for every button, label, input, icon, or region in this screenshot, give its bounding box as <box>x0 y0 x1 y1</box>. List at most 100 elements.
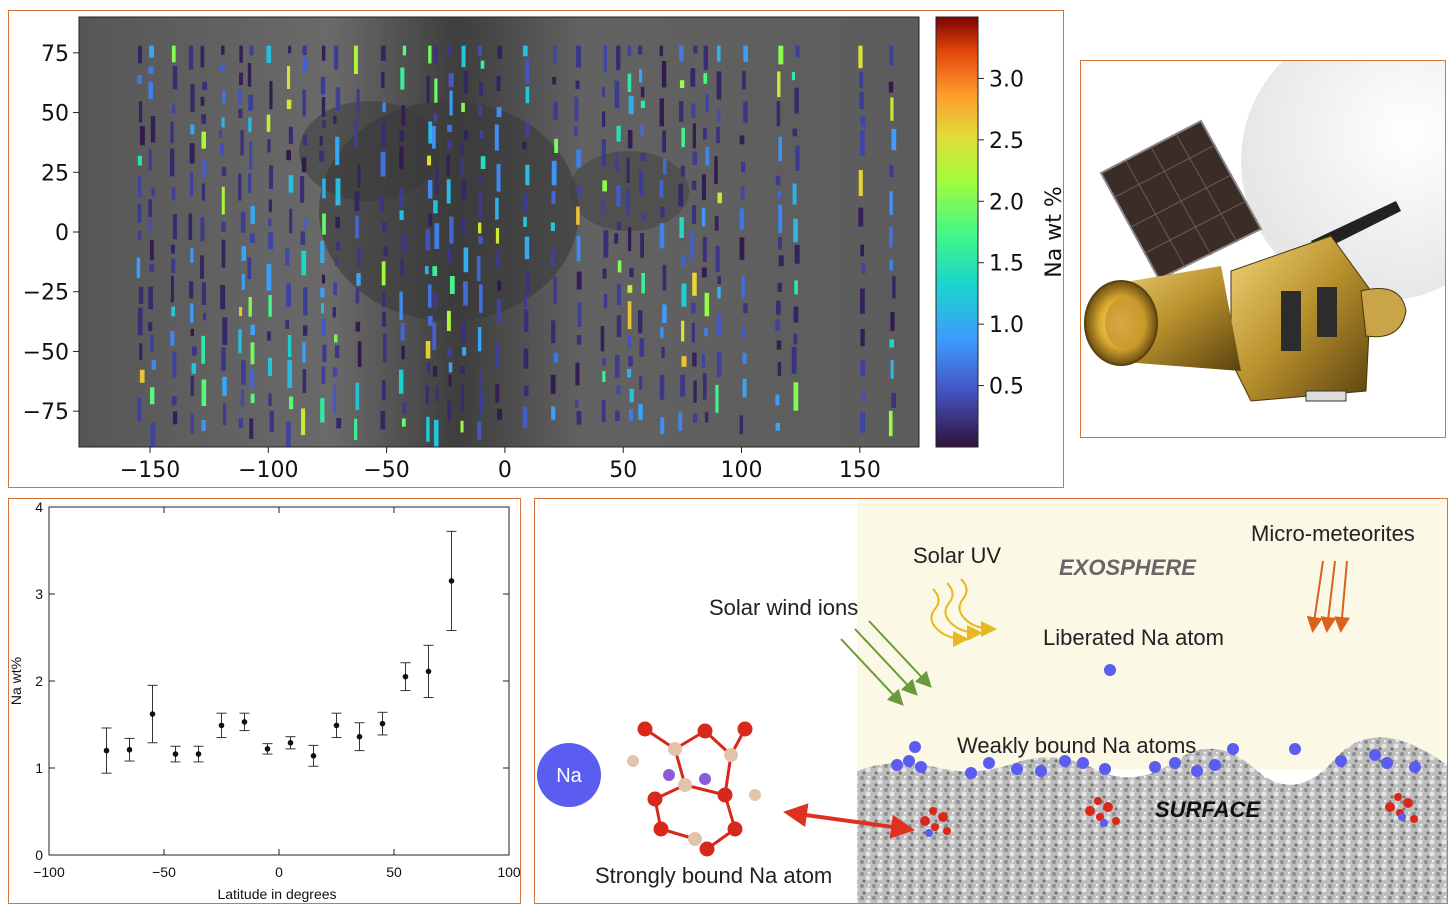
na-swath-segment <box>717 286 721 299</box>
na-swath-segment <box>480 60 485 69</box>
na-swath-segment <box>616 125 621 142</box>
weakly-bound-atoms <box>891 741 1421 779</box>
na-swath-segment <box>401 105 406 126</box>
na-swath-segment <box>705 147 710 166</box>
na-swath-segment <box>778 204 783 233</box>
na-swath-segment <box>639 338 645 357</box>
na-swath-segment <box>478 236 483 244</box>
na-swath-segment <box>170 275 174 303</box>
na-swath-segment <box>447 348 452 357</box>
na-swath-segment <box>614 355 620 379</box>
na-swath-segment <box>321 45 326 61</box>
na-swath-segment <box>353 45 358 75</box>
colorbar-tick-label: 1.5 <box>989 252 1024 277</box>
na-swath-segment <box>892 276 896 299</box>
na-swath-segment <box>479 391 484 415</box>
na-swath-segment <box>382 311 386 328</box>
na-swath-segment <box>138 286 144 304</box>
na-swath-segment <box>433 200 438 214</box>
na-swath-segment <box>717 110 721 123</box>
na-swath-segment <box>425 341 431 359</box>
na-swath-segment <box>355 321 361 332</box>
na-swath-segment <box>447 400 452 422</box>
na-swath-segment <box>303 218 307 228</box>
na-swath-segment <box>190 84 195 112</box>
na-swath-segment <box>617 260 622 273</box>
na-swath-segment <box>266 263 272 291</box>
na-swath-segment <box>286 421 291 447</box>
na-swath-segment <box>626 157 630 184</box>
plot-y-tick-label: 2 <box>35 673 43 689</box>
na-swath-segment <box>701 174 707 201</box>
na-swath-segment <box>637 310 643 334</box>
na-swath-segment <box>602 268 607 279</box>
plot-y-tick-label: 3 <box>35 586 43 602</box>
na-swath-segment <box>461 45 466 68</box>
na-swath-segment <box>381 261 386 286</box>
na-swath-segment <box>432 126 436 149</box>
na-swath-segment <box>463 70 469 94</box>
na-swath-segment <box>553 101 558 120</box>
na-swath-segment <box>239 45 243 63</box>
na-swath-segment <box>172 411 178 425</box>
na-swath-segment <box>428 213 433 227</box>
na-swath-segment <box>172 65 178 90</box>
na-swath-segment <box>188 45 194 70</box>
na-swath-segment <box>601 111 606 127</box>
na-swath-segment <box>400 323 405 341</box>
na-swath-segment <box>775 422 781 431</box>
na-swath-segment <box>778 45 784 65</box>
na-swath-segment <box>460 420 464 433</box>
na-swath-segment <box>188 213 193 240</box>
na-swath-segment <box>269 165 274 189</box>
na-swath-segment <box>662 130 667 153</box>
na-swath-segment <box>705 94 709 113</box>
na-swath-segment <box>148 82 154 100</box>
na-swath-segment <box>301 157 307 173</box>
na-swath-segment <box>576 335 582 345</box>
na-swath-segment <box>890 97 894 121</box>
na-swath-segment <box>461 181 467 200</box>
na-swath-segment <box>602 370 606 383</box>
na-swath-segment <box>222 403 227 426</box>
na-swath-segment <box>793 382 799 411</box>
na-swath-segment <box>302 134 307 146</box>
na-swath-segment <box>480 156 486 169</box>
na-swath-segment <box>777 282 783 292</box>
na-swath-segment <box>776 340 782 350</box>
na-swath-segment <box>433 419 439 447</box>
plot-x-tick-label: −100 <box>33 864 65 880</box>
colorbar-tick-label: 0.5 <box>989 375 1024 400</box>
data-point <box>126 746 133 753</box>
na-swath-segment <box>861 262 866 275</box>
na-swath-segment <box>250 206 255 225</box>
na-swath-segment <box>289 396 294 410</box>
data-point <box>103 747 110 754</box>
thruster <box>1360 288 1407 338</box>
na-swath-segment <box>322 120 326 129</box>
na-swath-segment <box>320 287 325 298</box>
na-swath-segment <box>285 248 290 266</box>
na-swath-segment <box>400 67 405 90</box>
na-swath-segment <box>704 328 708 337</box>
na-swath-segment <box>660 206 665 218</box>
na-swath-segment <box>576 235 581 262</box>
na-swath-segment <box>148 322 153 332</box>
na-swath-segment <box>629 388 634 403</box>
na-swath-segment <box>139 369 145 383</box>
na-swath-segment <box>551 191 556 205</box>
na-swath-segment <box>382 222 387 233</box>
na-swath-segment <box>190 413 194 435</box>
map-y-tick-label: 25 <box>41 161 69 186</box>
weakly-bound-label: Weakly bound Na atoms <box>957 733 1196 758</box>
na-swath-segment <box>629 268 634 278</box>
na-swath-segment <box>659 98 664 127</box>
plot-x-tick-label: 100 <box>497 864 520 880</box>
na-swath-segment <box>680 374 686 397</box>
na-swath-segment <box>426 75 430 103</box>
na-swath-segment <box>478 175 482 186</box>
na-swath-segment <box>603 293 608 309</box>
na-swath-segment <box>171 306 175 317</box>
na-swath-segment <box>268 231 274 250</box>
na-swath-segment <box>662 304 667 323</box>
